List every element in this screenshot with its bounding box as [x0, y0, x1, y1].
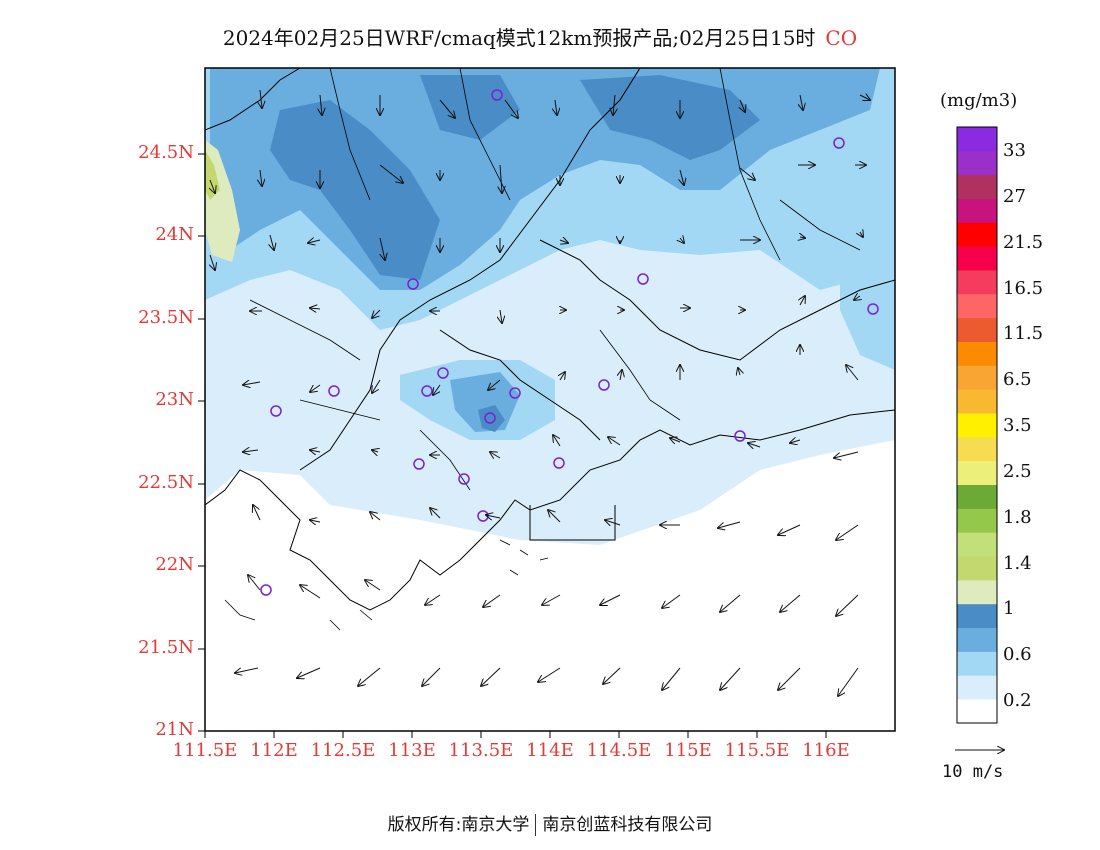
wind-vectors — [210, 89, 870, 696]
copyright-right: 南京创蓝科技有限公司 — [542, 815, 713, 835]
lon-tick-label: 114E — [526, 740, 574, 761]
legend-label: 3.5 — [1003, 415, 1032, 436]
province-boundary — [205, 68, 895, 471]
legend-swatch — [957, 532, 997, 557]
legend-swatch — [957, 389, 997, 414]
legend-label: 27 — [1003, 186, 1026, 207]
legend-swatch — [957, 579, 997, 605]
legend-swatch — [957, 699, 997, 724]
legend-swatch — [957, 198, 997, 223]
legend-label: 0.2 — [1003, 690, 1032, 711]
legend-label: 33 — [1003, 140, 1026, 161]
band-1.0-north-east — [580, 75, 760, 160]
legend-label: 1.8 — [1003, 507, 1032, 528]
legend-label: 6.5 — [1003, 369, 1032, 390]
county-boundaries — [249, 68, 861, 491]
legend-unit: (mg/m3) — [940, 90, 1018, 111]
legend-swatch — [957, 127, 997, 152]
legend-swatch — [957, 460, 997, 485]
lat-tick-label: 22.5N — [138, 472, 194, 493]
lon-tick-label: 113E — [388, 740, 436, 761]
lon-tick-label: 113.5E — [448, 740, 514, 761]
band-1.0-north-central — [420, 75, 520, 140]
legend-frame — [956, 126, 998, 724]
legend-label: 11.5 — [1003, 323, 1044, 344]
copyright-footer: 版权所有:南京大学 南京创蓝科技有限公司 — [0, 810, 1100, 836]
legend-label: 21.5 — [1003, 232, 1044, 253]
band-1.0-central — [478, 405, 505, 432]
lat-tick-label: 21N — [155, 719, 194, 740]
clean-sea-area — [205, 440, 895, 731]
wind-reference-label: 10 m/s — [942, 762, 1004, 782]
lat-tick-label: 24N — [155, 224, 194, 245]
lon-tick-label: 112E — [250, 740, 298, 761]
station-markers — [260, 89, 879, 596]
lat-tick-label: 21.5N — [138, 637, 194, 658]
legend-swatch — [957, 627, 997, 652]
legend-label: 2.5 — [1003, 461, 1032, 482]
lon-tick-label: 112.5E — [310, 740, 376, 761]
lat-tick-label: 23.5N — [138, 307, 194, 328]
legend-swatch — [957, 675, 997, 700]
lon-tick-label: 111.5E — [172, 740, 238, 761]
legend-swatch — [957, 484, 997, 509]
lon-tick-label: 114.5E — [586, 740, 652, 761]
legend-swatch — [957, 293, 997, 319]
legend-colorbar — [957, 127, 997, 724]
map-title: 2024年02月25日WRF/cmaq模式12km预报产品;02月25日15时 C… — [0, 22, 1080, 51]
legend-swatch — [957, 222, 997, 247]
legend-label: 1.4 — [1003, 553, 1032, 574]
lat-tick-label: 22N — [155, 554, 194, 575]
band-1.0-north-west — [270, 100, 440, 280]
legend-swatch — [957, 150, 997, 176]
legend-label: 1 — [1003, 598, 1015, 619]
legend-swatch — [957, 603, 997, 629]
lon-tick-label: 115.5E — [724, 740, 790, 761]
lat-tick-label: 23N — [155, 389, 194, 410]
pearl-river-islands — [224, 539, 549, 631]
legend-label: 16.5 — [1003, 278, 1044, 299]
coastline — [205, 409, 895, 611]
hk-boundary — [529, 505, 616, 541]
legend-swatch — [957, 341, 997, 366]
copyright-left: 版权所有:南京大学 — [387, 815, 530, 835]
legend-swatch — [957, 556, 997, 581]
legend-swatch — [957, 413, 997, 438]
concentration-field — [205, 68, 895, 731]
legend-swatch — [957, 365, 997, 390]
legend-swatch — [957, 317, 997, 342]
lon-tick-label: 116E — [802, 740, 850, 761]
axis-ticks — [198, 153, 827, 738]
lat-tick-label: 24.5N — [138, 142, 194, 163]
legend-label: 0.6 — [1003, 644, 1032, 665]
legend-swatch — [957, 246, 997, 271]
legend-swatch — [957, 174, 997, 199]
footer-divider — [535, 814, 537, 836]
legend-swatch — [957, 651, 997, 676]
legend-swatch — [957, 508, 997, 533]
title-text: 2024年02月25日WRF/cmaq模式12km预报产品;02月25日15时 — [222, 26, 816, 50]
legend-swatch — [957, 270, 997, 295]
coastline-and-boundaries — [205, 68, 895, 631]
species-label: CO — [825, 26, 858, 50]
legend-swatch — [957, 436, 997, 462]
lon-tick-label: 115E — [664, 740, 712, 761]
